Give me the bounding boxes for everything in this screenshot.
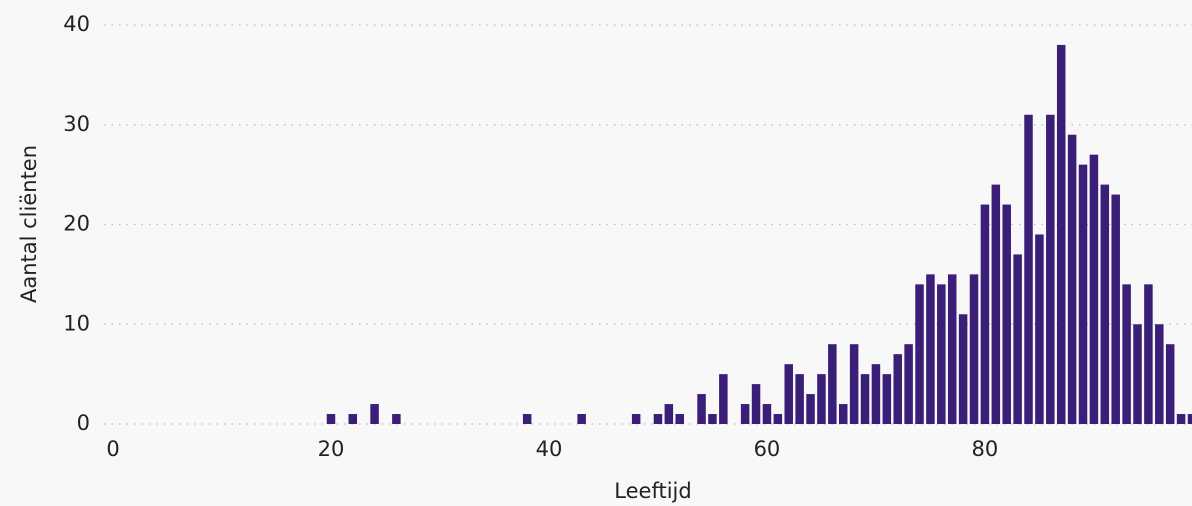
x-tick-label: 40 xyxy=(536,437,563,461)
bar xyxy=(926,274,935,424)
bar xyxy=(947,274,957,424)
x-axis-label: Leeftijd xyxy=(614,479,691,503)
bar xyxy=(1176,414,1186,424)
bar xyxy=(871,364,881,424)
bar xyxy=(392,414,401,424)
bar xyxy=(773,414,783,424)
y-tick-label: 30 xyxy=(63,112,90,136)
bar xyxy=(860,374,870,424)
bar xyxy=(1133,324,1142,424)
bar xyxy=(1111,194,1120,424)
bar xyxy=(653,414,663,424)
x-tick-label: 20 xyxy=(318,437,345,461)
bar xyxy=(980,204,990,424)
bar xyxy=(915,284,924,424)
y-axis-label: Aantal cliënten xyxy=(17,145,41,303)
bar xyxy=(1056,44,1066,424)
y-tick-label: 0 xyxy=(77,411,90,435)
bar xyxy=(958,314,968,424)
x-tick-label: 0 xyxy=(106,437,119,461)
bar xyxy=(577,414,586,424)
y-tick-label: 20 xyxy=(63,212,90,236)
bar xyxy=(1024,114,1033,425)
bar xyxy=(708,414,717,424)
bar xyxy=(370,404,379,424)
bar xyxy=(795,374,804,424)
bar xyxy=(806,394,815,424)
bar xyxy=(969,274,979,424)
bar xyxy=(348,414,358,424)
bar xyxy=(849,344,859,424)
bar xyxy=(1155,324,1164,424)
bar xyxy=(1067,134,1077,424)
y-tick-label: 40 xyxy=(63,12,90,36)
bar xyxy=(828,344,837,424)
bar xyxy=(937,284,946,424)
bar xyxy=(1100,184,1110,424)
bar xyxy=(740,404,750,424)
bar xyxy=(1035,234,1044,424)
bar xyxy=(719,374,728,424)
bar xyxy=(697,394,706,424)
bar xyxy=(882,374,892,424)
bar xyxy=(664,404,674,424)
bar xyxy=(838,404,848,424)
bar xyxy=(1187,414,1192,424)
bar xyxy=(1002,204,1011,424)
bar xyxy=(1144,284,1153,424)
x-tick-label: 60 xyxy=(754,437,781,461)
bar xyxy=(762,404,772,424)
bar xyxy=(1046,114,1055,425)
bar xyxy=(1078,164,1088,424)
y-tick-label: 10 xyxy=(63,311,90,335)
bar xyxy=(904,344,913,424)
bar xyxy=(1122,284,1131,424)
bar xyxy=(784,364,793,424)
bar xyxy=(893,354,902,424)
bar xyxy=(817,374,826,424)
bar xyxy=(675,414,684,424)
bar xyxy=(991,184,1001,424)
x-tick-label: 80 xyxy=(972,437,999,461)
bar xyxy=(326,414,336,424)
bar xyxy=(522,414,532,424)
bar xyxy=(751,384,761,424)
bar xyxy=(1165,344,1175,424)
bar xyxy=(1089,154,1099,425)
bar xyxy=(1013,254,1022,424)
bar xyxy=(631,414,641,424)
